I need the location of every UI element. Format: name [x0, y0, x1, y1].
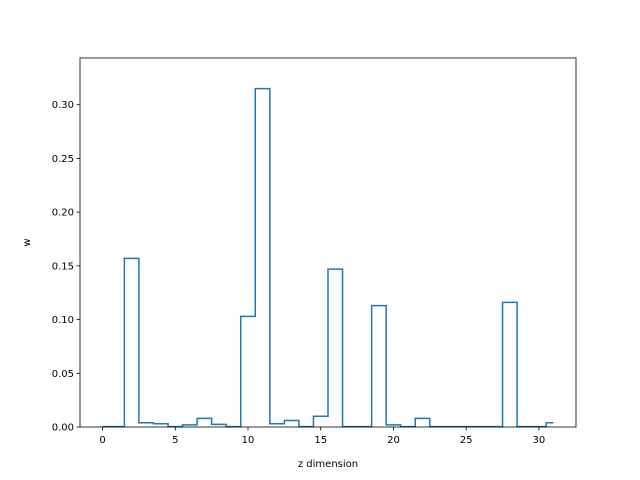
axes-frame	[79, 57, 577, 428]
series-step-line	[102, 87, 554, 428]
x-tick-label: 30	[533, 435, 546, 446]
y-tick-label: 0.25	[52, 154, 74, 165]
x-tick-label: 10	[242, 435, 255, 446]
x-tick-label: 5	[172, 435, 178, 446]
y-axis-ticks: 0.00 0.05 0.10 0.15 0.20 0.25 0.30	[52, 100, 80, 434]
y-tick-label: 0.00	[52, 423, 74, 434]
x-tick-label: 0	[99, 435, 105, 446]
x-tick-label: 25	[460, 435, 473, 446]
y-axis-label: w	[22, 238, 33, 246]
plot-area	[102, 87, 554, 428]
y-tick-label: 0.15	[52, 261, 74, 272]
x-axis-label: z dimension	[298, 459, 358, 470]
y-tick-label: 0.10	[52, 315, 74, 326]
y-tick-label: 0.05	[52, 369, 74, 380]
x-axis-ticks: 0 5 10 15 20 25 30	[99, 427, 545, 446]
x-tick-label: 15	[314, 435, 327, 446]
y-tick-label: 0.20	[52, 208, 74, 219]
x-tick-label: 20	[387, 435, 400, 446]
y-tick-label: 0.30	[52, 100, 74, 111]
